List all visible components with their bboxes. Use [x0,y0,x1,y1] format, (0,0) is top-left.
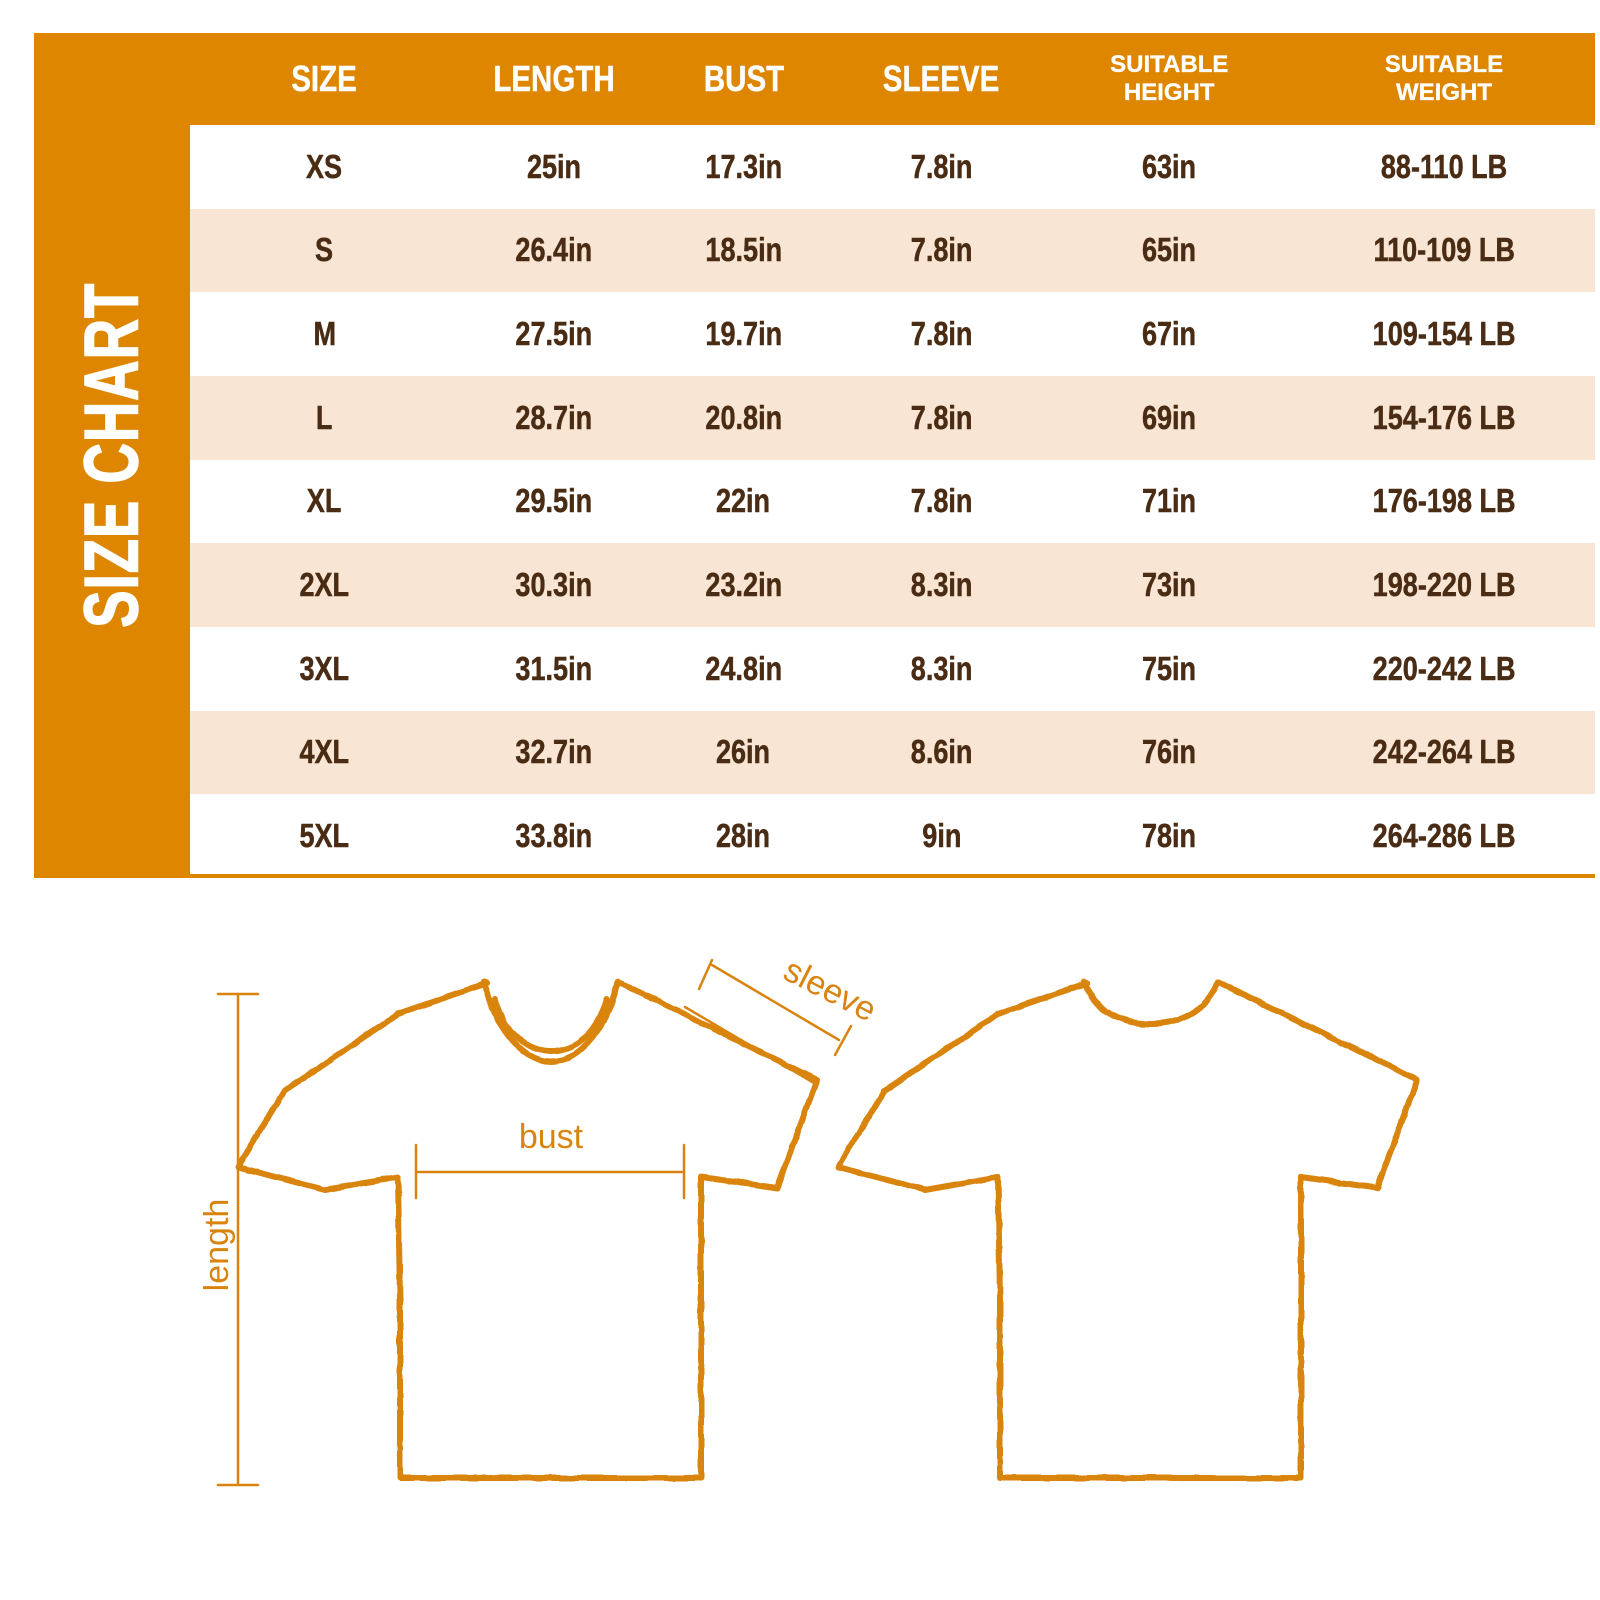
svg-text:length: length [198,1199,236,1292]
svg-text:bust: bust [519,1118,584,1156]
svg-text:sleeve: sleeve [778,951,883,1029]
